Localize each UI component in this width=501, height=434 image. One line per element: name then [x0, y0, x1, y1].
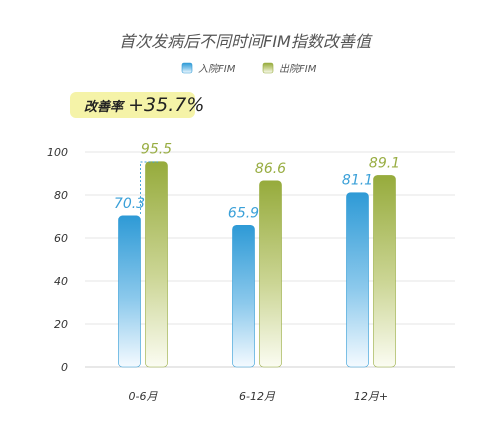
y-tick-label: 40 [54, 275, 68, 288]
value-label-admission: 65.9 [228, 205, 259, 221]
improvement-label: 改善率 [84, 99, 126, 115]
legend-label-discharge: 出院FIM [279, 63, 317, 75]
legend-swatch-admission [181, 62, 193, 74]
x-axis-ticks: 0-6月 6-12月 12月+ [129, 390, 389, 403]
value-label-admission: 70.3 [114, 196, 145, 212]
value-labels: 70.3 95.5 65.9 86.6 81.1 89.1 [114, 142, 400, 222]
y-tick-label: 20 [54, 318, 68, 331]
improvement-badge-text: 改善率 +35.7% [84, 94, 204, 116]
improvement-badge: 改善率 +35.7% [70, 92, 204, 118]
bar-admission [118, 215, 141, 368]
bars [118, 161, 396, 368]
bar-admission [232, 225, 255, 368]
bar-discharge [145, 161, 168, 368]
legend-label-admission: 入院FIM [198, 63, 236, 75]
value-label-admission: 81.1 [342, 173, 373, 189]
legend: 入院FIM 出院FIM [181, 62, 317, 75]
value-label-discharge: 86.6 [255, 161, 286, 177]
y-tick-label: 100 [47, 146, 68, 159]
bar-discharge [259, 180, 282, 368]
x-tick-label: 12月+ [354, 390, 388, 403]
x-tick-label: 6-12月 [239, 390, 276, 403]
legend-swatch-discharge [262, 62, 274, 74]
improvement-value: +35.7% [128, 94, 204, 116]
y-tick-label: 0 [61, 361, 68, 374]
x-tick-label: 0-6月 [129, 390, 159, 403]
comparison-bracket [140, 161, 158, 214]
y-tick-label: 80 [54, 189, 68, 202]
value-label-discharge: 89.1 [369, 155, 400, 171]
y-axis-ticks: 0 20 40 60 80 100 [47, 146, 68, 374]
value-label-discharge: 95.5 [141, 142, 172, 158]
y-tick-label: 60 [54, 232, 68, 245]
chart-title: 首次发病后不同时间FIM指数改善值 [119, 32, 373, 51]
bar-discharge [373, 175, 396, 368]
improvement-badge-bg [70, 92, 195, 118]
bar-admission [346, 192, 369, 368]
